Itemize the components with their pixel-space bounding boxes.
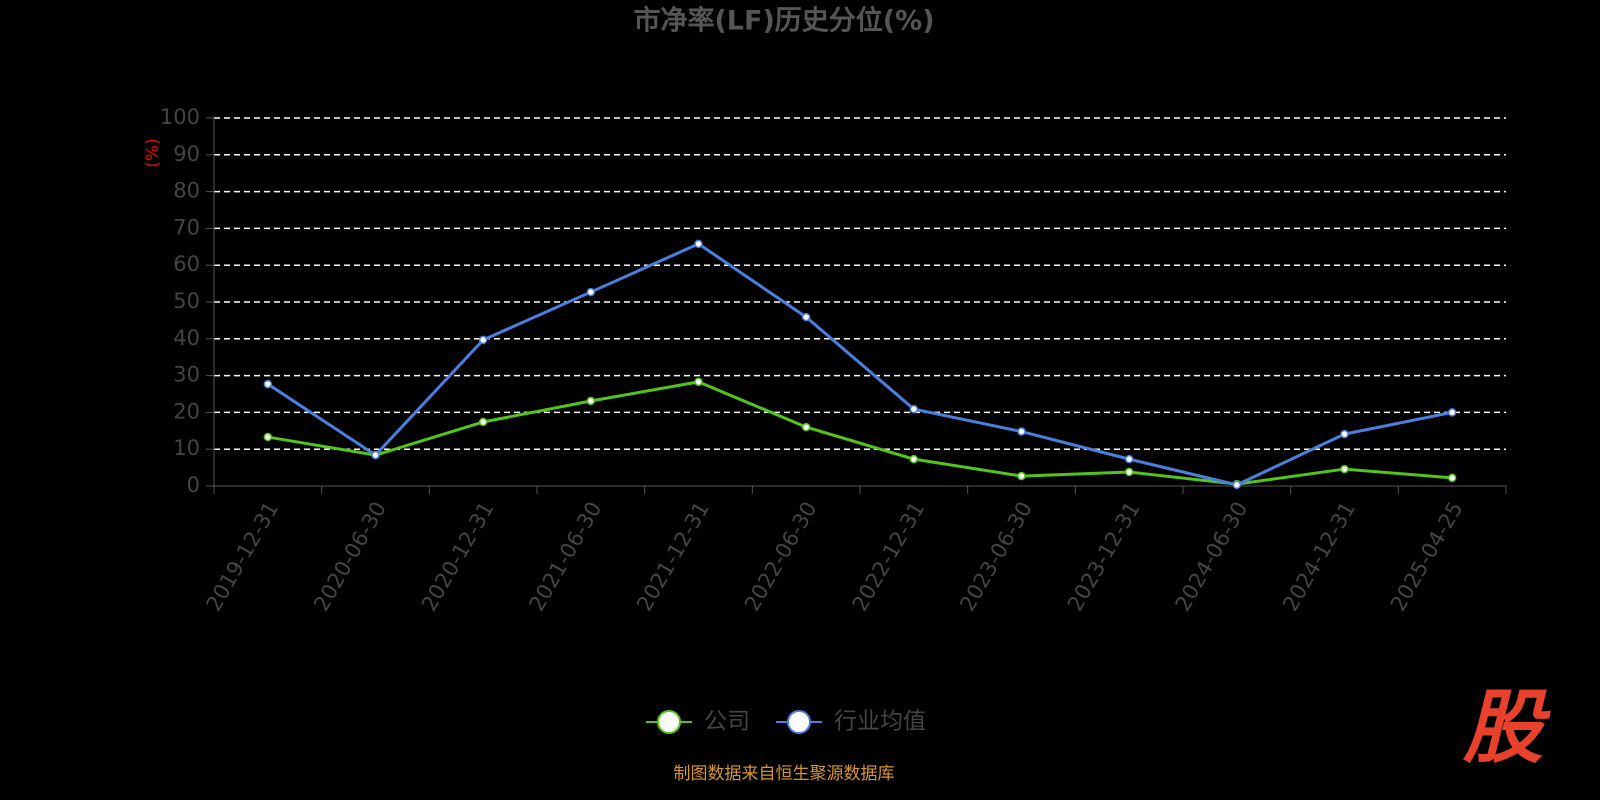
data-point xyxy=(1124,467,1134,477)
source-note: 制图数据来自恒生聚源数据库 xyxy=(674,764,895,784)
series-line xyxy=(267,380,1453,486)
legend-item: 行业均值 xyxy=(776,709,926,735)
data-point xyxy=(1447,473,1457,483)
data-point xyxy=(263,379,273,389)
y-tick-label: 80 xyxy=(173,179,200,203)
data-point xyxy=(263,432,273,442)
y-tick-label: 30 xyxy=(173,363,200,387)
logo: 股 xyxy=(1462,681,1551,774)
data-point xyxy=(694,239,703,249)
data-point xyxy=(694,377,703,387)
legend-marker xyxy=(657,710,681,734)
legend-label: 公司 xyxy=(704,709,750,735)
legend-marker xyxy=(787,710,811,734)
y-tick-label: 40 xyxy=(173,326,200,350)
legend-item: 公司 xyxy=(646,709,750,735)
data-point xyxy=(1017,471,1026,481)
series-line xyxy=(267,242,1453,487)
data-point xyxy=(1340,429,1349,439)
y-tick-label: 10 xyxy=(173,436,200,460)
legend-label: 行业均值 xyxy=(834,709,926,735)
data-point xyxy=(909,454,919,464)
y-tick-label: 70 xyxy=(173,215,200,239)
y-tick-label: 90 xyxy=(173,142,200,166)
data-point xyxy=(1124,454,1134,464)
data-point xyxy=(478,417,488,427)
y-tick-label: 60 xyxy=(173,252,200,276)
y-tick-label: 20 xyxy=(173,399,200,423)
data-point xyxy=(1340,464,1349,474)
y-tick-label: 50 xyxy=(173,289,200,313)
data-point xyxy=(1017,427,1026,436)
y-tick-label: 100 xyxy=(160,105,200,129)
data-point xyxy=(478,335,488,345)
y-axis-label: (%) xyxy=(143,138,163,167)
data-point xyxy=(1447,408,1457,417)
data-point xyxy=(801,312,811,322)
data-point xyxy=(586,287,596,297)
y-tick-label: 0 xyxy=(187,473,200,497)
data-point xyxy=(909,404,919,414)
data-point xyxy=(801,422,811,432)
data-point xyxy=(586,396,596,406)
chart-title: 市净率(LF)历史分位(%) xyxy=(633,5,934,37)
data-point xyxy=(371,450,380,460)
data-point xyxy=(1232,480,1242,490)
